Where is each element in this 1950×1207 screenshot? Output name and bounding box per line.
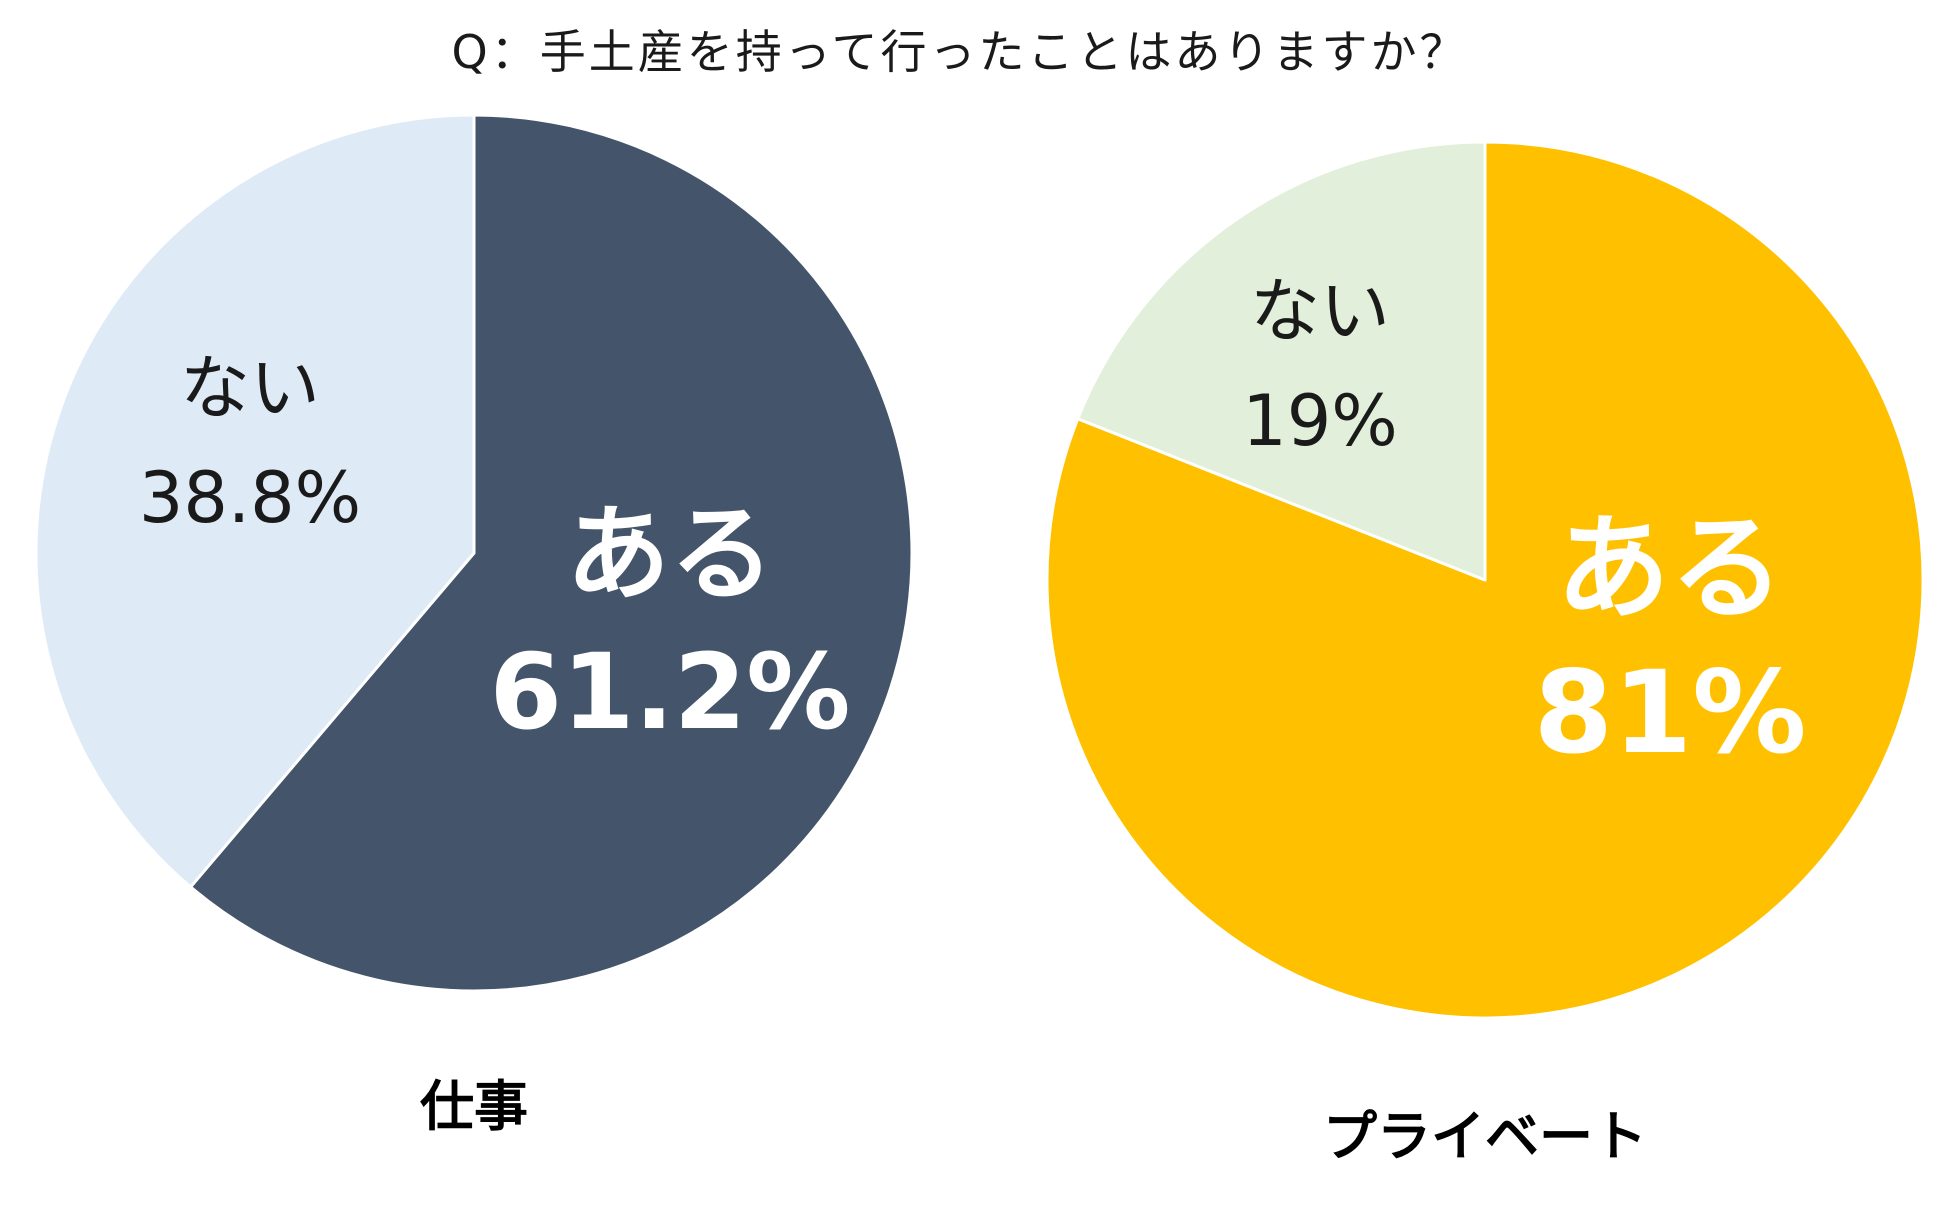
- slice-value-label: 19%: [1242, 380, 1398, 462]
- chart-title: Q：手土産を持って行ったことはありますか？: [452, 25, 1469, 79]
- slice-value-label: 61.2%: [490, 631, 851, 753]
- pie-caption: プライベート: [1323, 1105, 1647, 1168]
- slice-label: ない: [180, 347, 320, 429]
- pie-caption: 仕事: [420, 1075, 528, 1138]
- pie-0: ある 61.2% ない 38.8% 仕事: [34, 113, 914, 1138]
- slice-label: ある: [566, 493, 774, 615]
- slice-value-label: 81%: [1534, 646, 1807, 779]
- slice-label: ない: [1250, 270, 1390, 352]
- pie-slice-nai: [1076, 140, 1487, 582]
- pie-slice-nai: [34, 113, 476, 889]
- slice-value-label: 38.8%: [139, 457, 361, 539]
- pie-slice-aru: [189, 113, 914, 993]
- slice-label: ある: [1556, 502, 1784, 635]
